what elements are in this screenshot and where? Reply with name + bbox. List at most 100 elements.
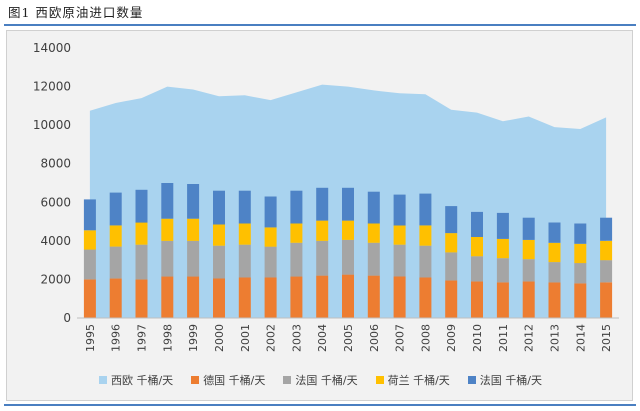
x-tick-label: 2000 (213, 324, 226, 352)
bar-segment-3-2012 (522, 217, 535, 240)
bar-segment-1-2008 (419, 245, 432, 278)
bar-segment-0-2015 (600, 282, 613, 318)
y-tick-label: 12000 (33, 80, 71, 94)
x-tick-label: 2005 (342, 324, 355, 352)
bar-segment-2-2007 (393, 225, 406, 245)
x-tick-label: 2001 (239, 324, 252, 352)
bar-segment-3-2004 (316, 187, 329, 221)
bar-segment-0-2013 (548, 282, 561, 318)
x-tick-label: 1995 (84, 324, 97, 352)
bar-segment-2-2009 (445, 233, 458, 253)
bar-segment-3-1999 (187, 184, 200, 219)
bar-segment-2-2003 (290, 223, 303, 243)
y-tick-label: 8000 (40, 157, 71, 171)
bar-segment-3-1998 (161, 183, 174, 219)
bar-segment-0-2010 (471, 281, 483, 318)
bar-segment-0-2008 (419, 277, 432, 318)
bar-segment-2-2015 (600, 240, 613, 261)
bar-segment-3-2008 (419, 193, 432, 226)
bar-segment-0-1996 (109, 278, 122, 318)
bar-segment-1-2005 (342, 239, 354, 275)
bar-segment-2-2002 (264, 227, 277, 247)
top-rule (4, 24, 636, 26)
bar-segment-0-1997 (135, 279, 148, 318)
x-tick-label: 2009 (445, 324, 458, 352)
bar-segment-2-2013 (548, 242, 561, 263)
bar-segment-2-2012 (522, 239, 535, 260)
legend-swatch (375, 376, 384, 384)
bottom-rule (4, 404, 636, 406)
bar-segment-0-2005 (342, 274, 354, 318)
bar-segment-2-2014 (574, 243, 587, 264)
bar-segment-1-2009 (445, 252, 458, 281)
bar-segment-3-2003 (290, 190, 303, 224)
bar-segment-0-2006 (367, 275, 380, 318)
bar-segment-3-1997 (135, 189, 148, 223)
bar-segment-0-2007 (393, 276, 406, 318)
bar-segment-3-2005 (342, 187, 354, 221)
bar-segment-1-2007 (393, 244, 406, 277)
bar-segment-1-1999 (187, 240, 200, 277)
bar-segment-0-2000 (213, 278, 225, 318)
bar-segment-0-1998 (161, 276, 174, 318)
bar-segment-0-2002 (264, 277, 277, 318)
legend-item-3: 荷兰 千桶/天 (375, 372, 450, 388)
bar-segment-1-2014 (574, 263, 587, 284)
bar-segment-1-2006 (367, 242, 380, 276)
bar-segment-1-2011 (496, 258, 509, 283)
legend-label: 法国 千桶/天 (479, 374, 542, 387)
bar-segment-3-2002 (264, 196, 277, 228)
x-tick-label: 2014 (574, 324, 587, 352)
x-tick-label: 1996 (110, 324, 123, 352)
bar-segment-3-2001 (238, 190, 251, 224)
bar-segment-3-2009 (445, 206, 458, 234)
bar-segment-2-2004 (316, 220, 329, 241)
bar-segment-1-1998 (161, 240, 174, 277)
bar-segment-1-1995 (83, 249, 96, 280)
bar-segment-0-2001 (238, 277, 251, 318)
x-tick-label: 2012 (523, 324, 536, 352)
bar-segment-2-1996 (109, 225, 122, 247)
y-tick-label: 4000 (40, 234, 71, 248)
bar-segment-3-1996 (109, 192, 122, 226)
bar-segment-0-1999 (187, 276, 200, 318)
bar-segment-2-2008 (419, 225, 432, 246)
bar-segment-1-2012 (522, 259, 535, 282)
bar-segment-2-2005 (342, 220, 354, 240)
legend-swatch (98, 376, 107, 384)
bar-segment-3-2007 (393, 194, 406, 226)
bar-segment-1-2003 (290, 242, 303, 277)
x-tick-label: 2011 (497, 324, 510, 352)
legend-swatch (191, 376, 200, 384)
bar-segment-3-2011 (496, 212, 509, 239)
y-tick-label: 2000 (40, 272, 71, 286)
y-tick-label: 6000 (40, 195, 71, 209)
x-tick-label: 1998 (161, 324, 174, 352)
legend-swatch (283, 376, 292, 384)
bar-segment-0-2004 (316, 275, 329, 318)
bar-segment-1-2000 (213, 245, 225, 279)
bar-segment-2-2011 (496, 238, 509, 259)
bar-segment-0-2009 (445, 280, 458, 318)
legend-label: 法国 千桶/天 (295, 374, 358, 387)
bar-segment-2-2006 (367, 223, 380, 243)
bar-segment-0-2011 (496, 282, 509, 318)
bar-segment-3-2006 (367, 191, 380, 224)
x-tick-label: 2008 (419, 324, 432, 352)
x-tick-label: 2010 (471, 324, 484, 352)
legend-swatch (467, 376, 476, 384)
legend-label: 西欧 千桶/天 (110, 374, 174, 387)
bar-segment-0-2003 (290, 276, 303, 318)
y-tick-label: 14000 (33, 41, 71, 55)
x-tick-label: 2003 (290, 324, 303, 352)
bar-segment-2-2010 (471, 237, 483, 257)
bar-segment-1-2010 (471, 256, 483, 282)
bar-segment-1-2004 (316, 240, 329, 276)
bar-segment-0-2012 (522, 281, 535, 318)
legend-item-0: 西欧 千桶/天 (98, 372, 174, 388)
bar-segment-0-2014 (574, 283, 587, 318)
bar-segment-3-1995 (83, 199, 96, 231)
bar-segment-1-2001 (238, 244, 251, 278)
legend-item-4: 法国 千桶/天 (467, 372, 542, 388)
bar-segment-2-1999 (187, 218, 200, 241)
